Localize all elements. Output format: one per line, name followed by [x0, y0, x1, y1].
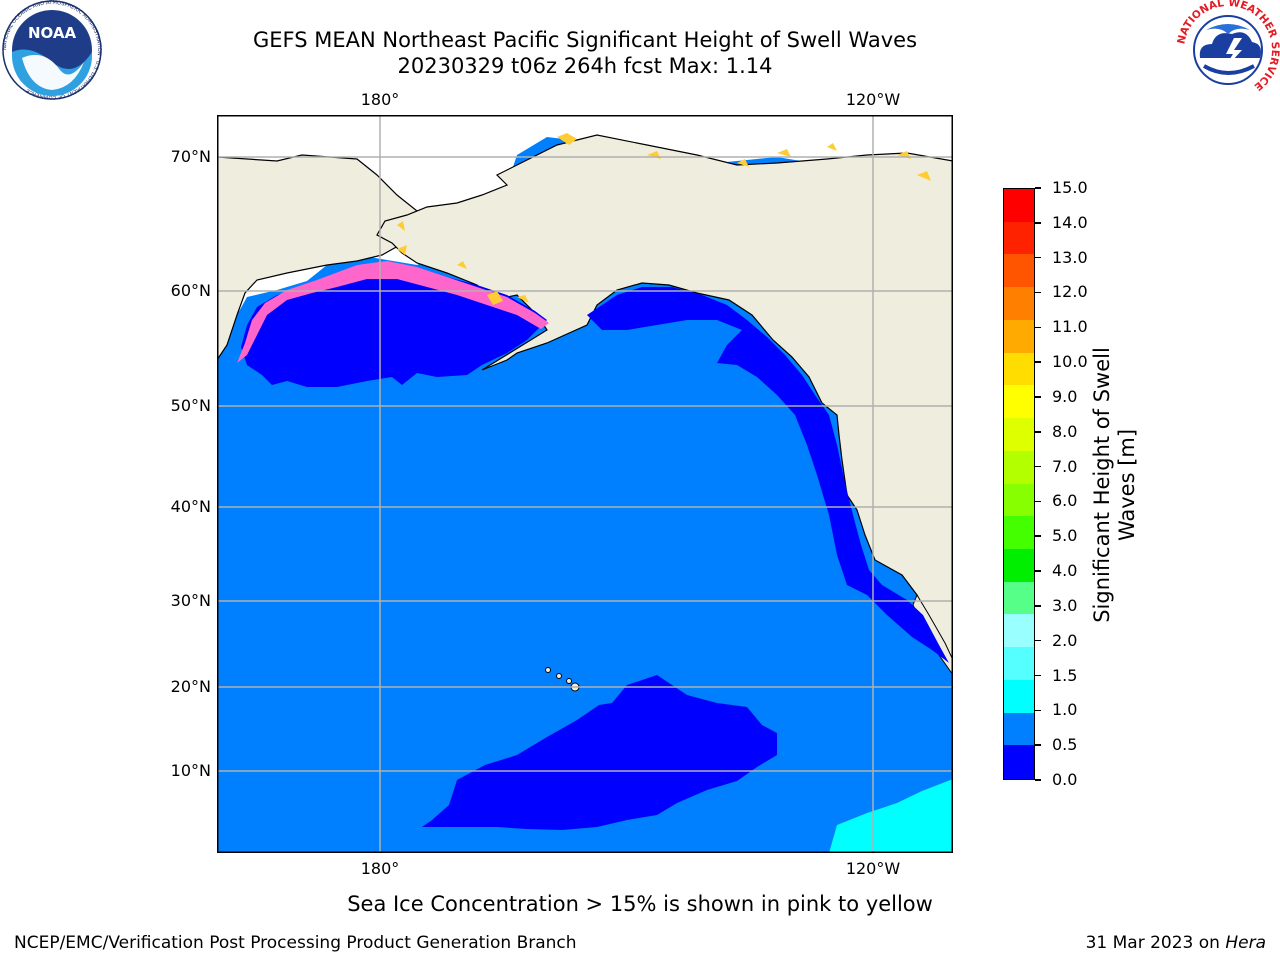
colorbar-tick [1035, 187, 1041, 189]
colorbar-tick [1035, 326, 1041, 329]
colorbar-label: 10.0 [1052, 352, 1088, 372]
land-north-america [376, 134, 953, 662]
colorbar-title: Significant Height of Swell Waves [m] [1090, 347, 1140, 623]
colorbar-tick [1035, 605, 1041, 607]
lat-label-70n: 70°N [170, 147, 211, 166]
colorbar-tick [1035, 535, 1041, 537]
colorbar-label: 0.5 [1052, 735, 1078, 755]
colorbar-tick [1035, 222, 1041, 224]
colorbar-segment [1004, 548, 1034, 583]
colorbar-segment [1004, 712, 1034, 746]
land-chukotka [217, 154, 438, 362]
colorbar-tick [1035, 291, 1041, 294]
colorbar-segment [1004, 516, 1034, 550]
chart-subtitle: 20230329 t06z 264h fcst Max: 1.14 [397, 54, 773, 78]
colorbar-tick [1035, 256, 1041, 259]
colorbar-label: 9.0 [1052, 386, 1078, 406]
tropical-low-swell [422, 675, 777, 830]
footer-date: 31 Mar 2023 on Hera [1086, 933, 1266, 953]
ice-free-area [217, 115, 953, 325]
colorbar-label: 6.0 [1052, 491, 1078, 511]
colorbar-segment [1004, 418, 1034, 452]
colorbar-tick [1035, 674, 1041, 677]
colorbar-label: 15.0 [1052, 178, 1088, 197]
colorbar-segment [1004, 221, 1034, 256]
colorbar-label: 4.0 [1052, 561, 1078, 581]
lon-label-top-120w: 120°W [845, 90, 901, 109]
colorbar-tick [1035, 639, 1041, 642]
footer-system: Hera [1225, 933, 1266, 953]
colorbar-label: 1.0 [1052, 700, 1078, 720]
colorbar-segment [1004, 483, 1034, 517]
colorbar-label: 8.0 [1052, 421, 1078, 441]
colorbar-label: 7.0 [1052, 456, 1078, 476]
colorbar-tick [1035, 570, 1041, 572]
lat-label-60n: 60°N [170, 281, 211, 300]
noaa-logo-text: NOAA [28, 24, 77, 42]
colorbar-label: 0.0 [1052, 770, 1078, 789]
sea-ice-edge [237, 261, 549, 363]
colorbar-segment [1004, 745, 1034, 779]
colorbar-label: 11.0 [1052, 317, 1088, 337]
noaa-logo: NOAA NATIONAL OCEANIC AND ATMOSPHERIC AD… [2, 0, 102, 100]
colorbar-tick [1035, 396, 1041, 398]
colorbar-label: 5.0 [1052, 526, 1078, 546]
nws-logo: NATIONAL WEATHER SERVICE [1176, 0, 1280, 99]
colorbar-tick [1035, 779, 1041, 781]
colorbar-title-line2: Waves [m] [1115, 428, 1139, 542]
colorbar-label: 2.0 [1052, 630, 1078, 650]
colorbar-segment [1004, 679, 1034, 714]
map-panel [217, 115, 953, 853]
colorbar-segment [1004, 385, 1034, 419]
colorbar-label: 14.0 [1052, 212, 1088, 232]
colorbar-segment [1004, 647, 1034, 681]
footer-date-text: 31 Mar 2023 on [1085, 933, 1226, 953]
colorbar-segment [1004, 614, 1034, 648]
colorbar-segment [1004, 287, 1034, 321]
sea-ice-caption: Sea Ice Concentration > 15% is shown in … [347, 892, 933, 916]
cyan-region [829, 779, 953, 853]
colorbar-label: 3.0 [1052, 595, 1078, 615]
gridlines [217, 115, 953, 853]
map-frame [217, 115, 953, 853]
colorbar-label: 12.0 [1052, 282, 1088, 302]
footer-producer: NCEP/EMC/Verification Post Processing Pr… [14, 933, 577, 953]
lat-label-10n: 10°N [170, 761, 211, 780]
colorbar-segment [1004, 254, 1034, 288]
colorbar-tick [1035, 744, 1041, 746]
colorbar-tick [1035, 500, 1041, 503]
lat-label-20n: 20°N [170, 677, 211, 696]
colorbar-label: 13.0 [1052, 247, 1088, 267]
lat-label-30n: 30°N [170, 591, 211, 610]
lon-label-bottom-180: 180° [360, 859, 400, 878]
colorbar-segment [1004, 319, 1034, 354]
colorbar-segment [1004, 450, 1034, 485]
colorbar-tick [1035, 431, 1041, 433]
colorbar-title-line1: Significant Height of Swell [1090, 347, 1114, 623]
colorbar-label: 1.5 [1052, 665, 1078, 685]
colorbar-segment [1004, 581, 1034, 615]
colorbar-segment [1004, 189, 1034, 223]
lat-label-40n: 40°N [170, 497, 211, 516]
lon-label-top-180: 180° [360, 90, 400, 109]
colorbar [1003, 188, 1035, 780]
chart-title: GEFS MEAN Northeast Pacific Significant … [252, 28, 918, 52]
lat-label-50n: 50°N [170, 396, 211, 415]
colorbar-tick [1035, 709, 1041, 712]
gulf-alaska-low-swell [587, 287, 949, 663]
lon-label-bottom-120w: 120°W [845, 859, 901, 878]
colorbar-tick [1035, 361, 1041, 363]
colorbar-tick [1035, 465, 1041, 468]
colorbar-segment [1004, 352, 1034, 386]
